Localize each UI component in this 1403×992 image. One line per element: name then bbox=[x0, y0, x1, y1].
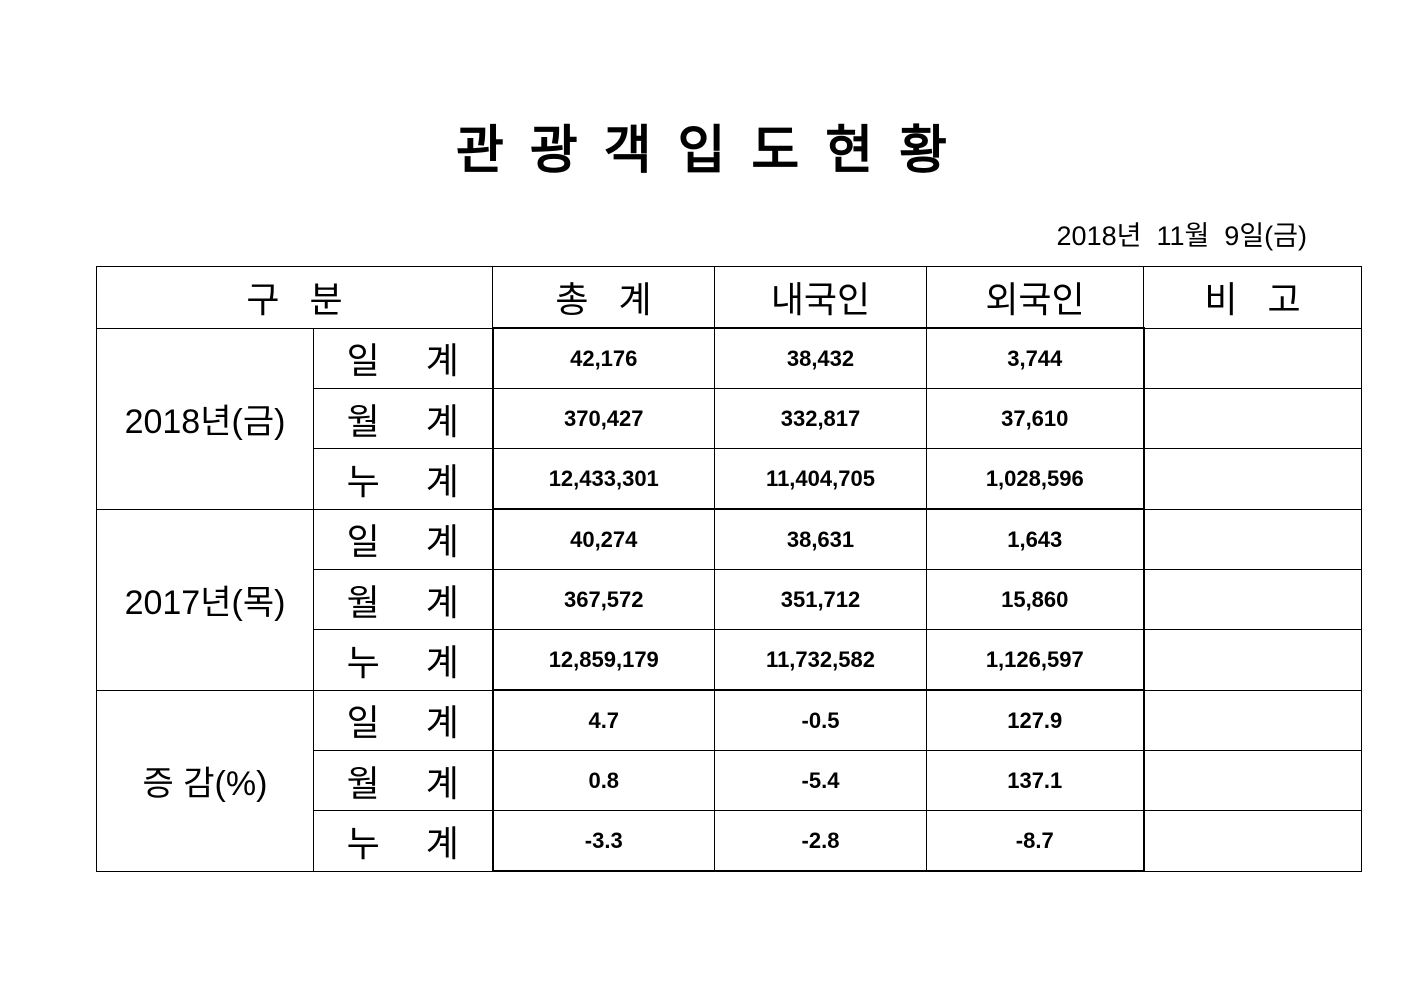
cell-domestic: -2.8 bbox=[714, 810, 927, 872]
header-foreign: 외국인 bbox=[926, 266, 1144, 329]
cell-foreign: 127.9 bbox=[926, 689, 1145, 751]
group-label: 증 감(%) bbox=[96, 689, 314, 872]
table-row: 누 계 12,433,301 11,404,705 1,028,596 bbox=[97, 448, 1362, 510]
cell-note bbox=[1143, 629, 1362, 691]
cell-total: 370,427 bbox=[491, 388, 715, 449]
cell-foreign: 3,744 bbox=[926, 327, 1145, 389]
table-row: 누 계 -3.3 -2.8 -8.7 bbox=[97, 810, 1362, 872]
row-label: 일 계 bbox=[313, 508, 493, 570]
cell-total: 4.7 bbox=[491, 689, 715, 751]
page-title: 관광객입도현황 bbox=[456, 122, 973, 180]
cell-total: 12,859,179 bbox=[491, 629, 715, 691]
table-row: 월 계 367,572 351,712 15,860 bbox=[97, 569, 1362, 630]
header-row: 구 분 총 계 내국인 외국인 비 고 bbox=[96, 266, 1362, 329]
cell-total: -3.3 bbox=[491, 810, 715, 872]
cell-note bbox=[1143, 750, 1362, 811]
cell-note bbox=[1143, 569, 1362, 630]
cell-domestic: 11,732,582 bbox=[714, 629, 927, 691]
header-total: 총 계 bbox=[492, 266, 715, 329]
report-date: 2018년 11월 9일(금) bbox=[1056, 221, 1307, 251]
row-label: 누 계 bbox=[313, 448, 493, 510]
table-row: 2018년(금) 일 계 42,176 38,432 3,744 bbox=[96, 327, 1362, 510]
row-label: 월 계 bbox=[313, 388, 493, 449]
cell-note bbox=[1143, 689, 1362, 751]
group-label: 2017년(목) bbox=[96, 508, 314, 691]
cell-foreign: 1,028,596 bbox=[926, 448, 1145, 510]
cell-note bbox=[1143, 327, 1362, 389]
cell-foreign: -8.7 bbox=[926, 810, 1145, 872]
cell-total: 42,176 bbox=[491, 327, 715, 389]
cell-domestic: 351,712 bbox=[714, 569, 927, 630]
cell-total: 0.8 bbox=[491, 750, 715, 811]
table-row: 월 계 0.8 -5.4 137.1 bbox=[97, 750, 1362, 811]
row-label: 누 계 bbox=[313, 629, 493, 691]
cell-foreign: 15,860 bbox=[926, 569, 1145, 630]
table-row: 2017년(목) 일 계 40,274 38,631 1,643 bbox=[96, 508, 1362, 691]
table-row: 증 감(%) 일 계 4.7 -0.5 127.9 bbox=[96, 689, 1362, 872]
cell-foreign: 137.1 bbox=[926, 750, 1145, 811]
cell-foreign: 1,643 bbox=[926, 508, 1145, 570]
tourist-arrivals-table: 구 분 총 계 내국인 외국인 비 고 2018년(금) 일 계 42,176 38,… bbox=[96, 266, 1362, 872]
cell-note bbox=[1143, 508, 1362, 570]
header-domestic: 내국인 bbox=[714, 266, 927, 329]
header-note: 비 고 bbox=[1143, 266, 1362, 329]
cell-total: 40,274 bbox=[491, 508, 715, 570]
row-label: 월 계 bbox=[313, 750, 493, 811]
cell-note bbox=[1143, 388, 1362, 449]
cell-domestic: 38,631 bbox=[714, 508, 927, 570]
cell-domestic: -0.5 bbox=[714, 689, 927, 751]
header-category: 구 분 bbox=[96, 266, 493, 329]
cell-domestic: 38,432 bbox=[714, 327, 927, 389]
cell-foreign: 37,610 bbox=[926, 388, 1145, 449]
cell-foreign: 1,126,597 bbox=[926, 629, 1145, 691]
cell-domestic: 11,404,705 bbox=[714, 448, 927, 510]
group-label: 2018년(금) bbox=[96, 327, 314, 510]
row-label: 월 계 bbox=[313, 569, 493, 630]
cell-note bbox=[1143, 810, 1362, 872]
cell-total: 12,433,301 bbox=[491, 448, 715, 510]
cell-domestic: -5.4 bbox=[714, 750, 927, 811]
table-row: 누 계 12,859,179 11,732,582 1,126,597 bbox=[97, 629, 1362, 691]
cell-total: 367,572 bbox=[491, 569, 715, 630]
row-label: 일 계 bbox=[313, 327, 493, 389]
row-label: 일 계 bbox=[313, 689, 493, 751]
cell-note bbox=[1143, 448, 1362, 510]
cell-domestic: 332,817 bbox=[714, 388, 927, 449]
table-row: 월 계 370,427 332,817 37,610 bbox=[97, 388, 1362, 449]
row-label: 누 계 bbox=[313, 810, 493, 872]
